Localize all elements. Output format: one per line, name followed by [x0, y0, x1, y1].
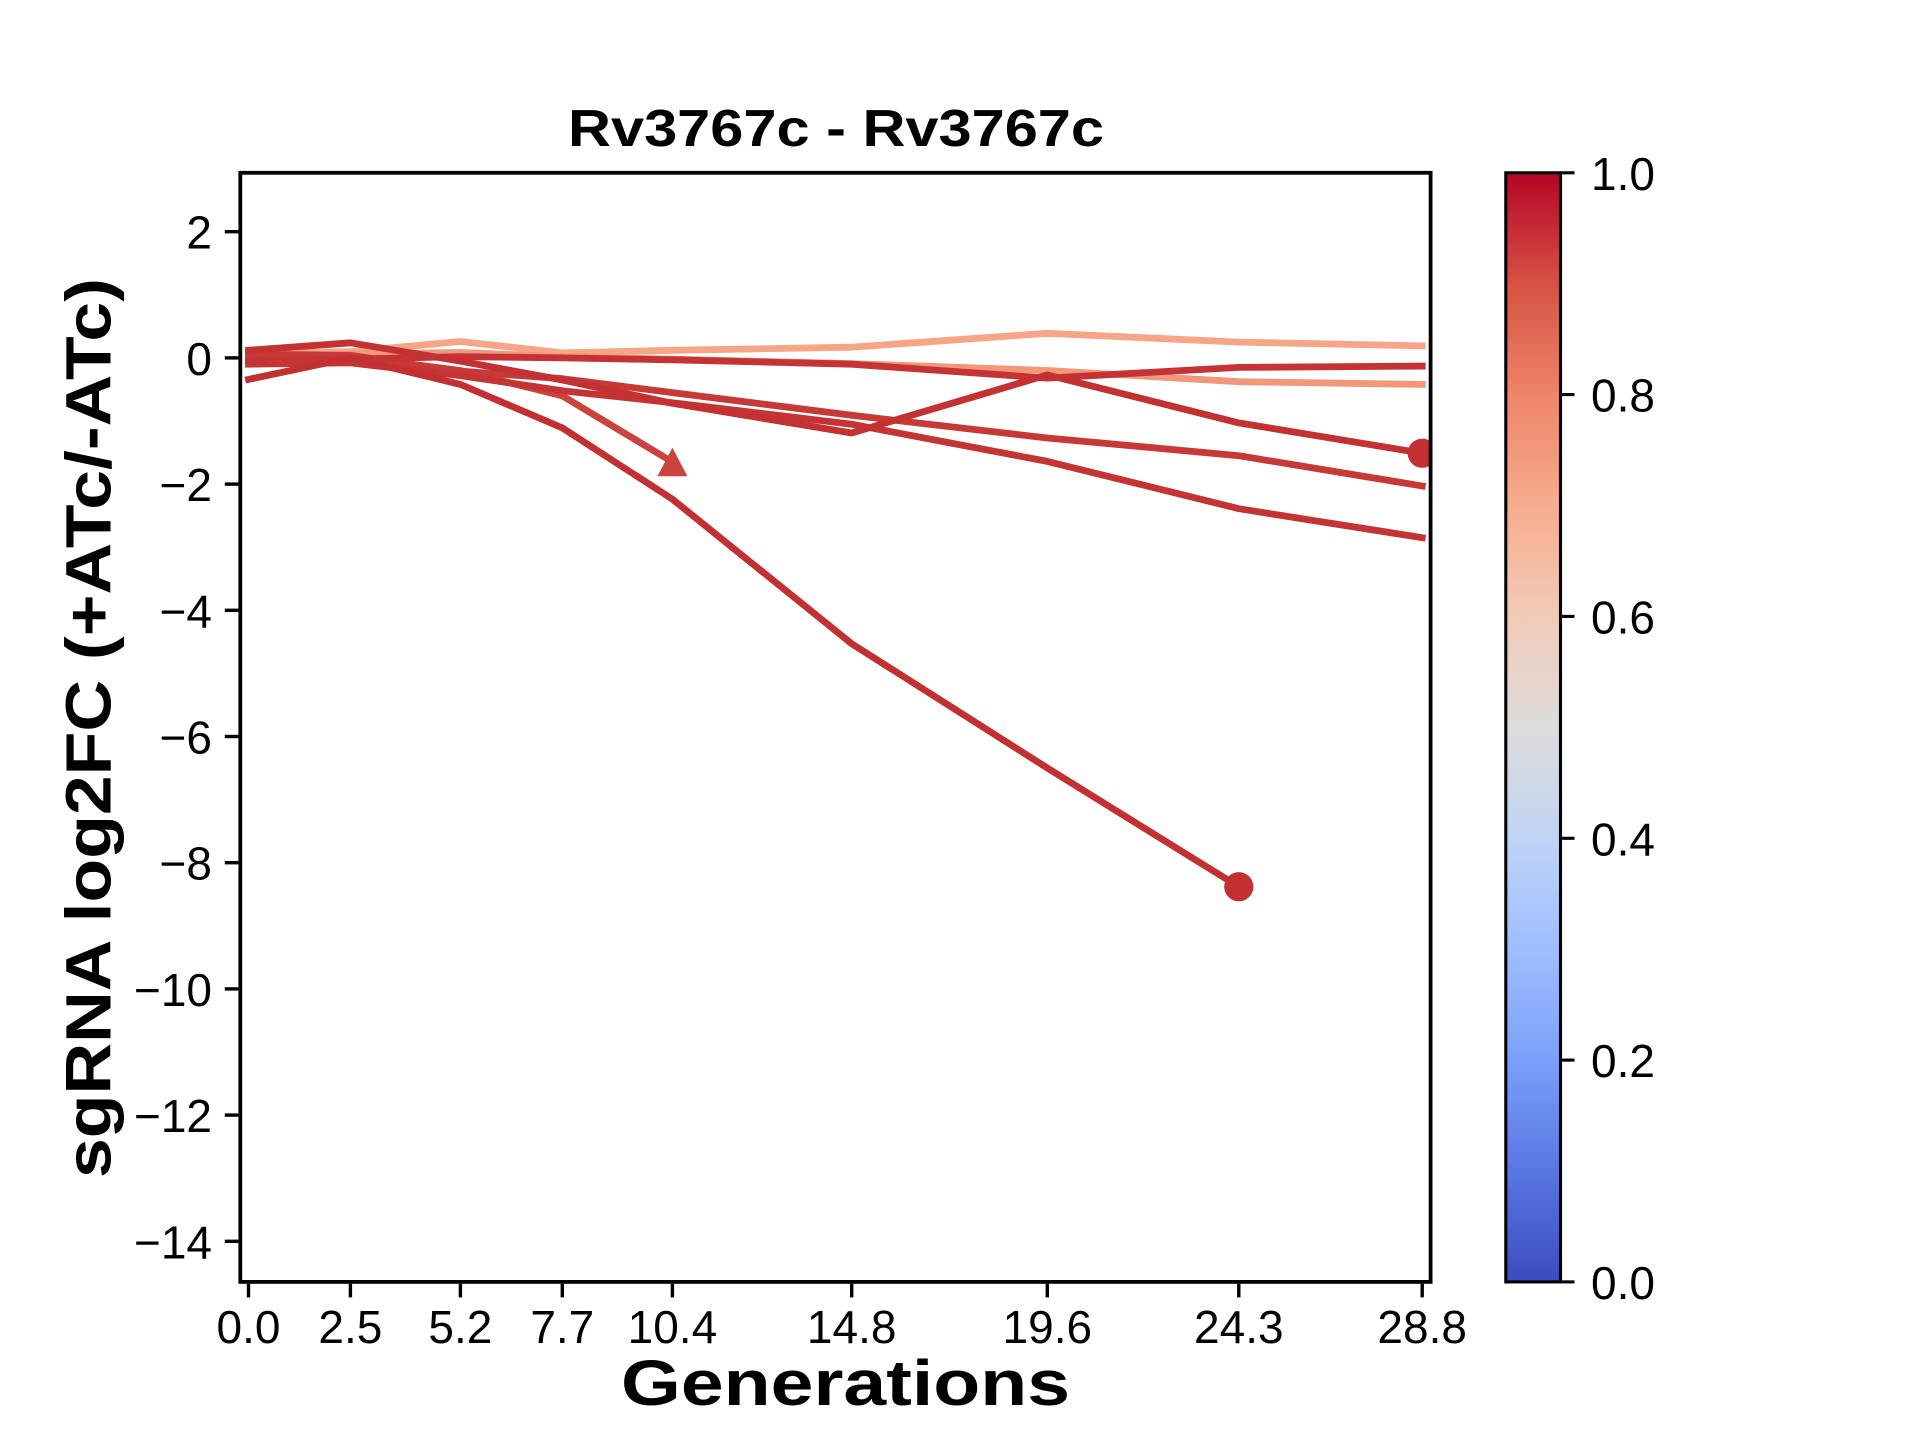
svg-text:0: 0 [186, 333, 212, 385]
svg-text:19.6: 19.6 [1003, 1301, 1093, 1353]
svg-text:24.3: 24.3 [1194, 1301, 1284, 1353]
svg-text:0.4: 0.4 [1591, 813, 1655, 865]
svg-text:−4: −4 [160, 585, 212, 637]
svg-text:0.0: 0.0 [1591, 1257, 1655, 1309]
svg-text:7.7: 7.7 [530, 1301, 594, 1353]
svg-text:−14: −14 [134, 1216, 212, 1268]
svg-text:sgRNA log2FC (+ATc/-ATc): sgRNA log2FC (+ATc/-ATc) [53, 278, 125, 1178]
svg-text:0.0: 0.0 [217, 1301, 281, 1353]
svg-text:0.2: 0.2 [1591, 1035, 1655, 1087]
svg-text:28.8: 28.8 [1377, 1301, 1467, 1353]
svg-text:2: 2 [186, 207, 212, 259]
svg-text:0.6: 0.6 [1591, 591, 1655, 643]
svg-text:−10: −10 [134, 964, 212, 1016]
svg-text:0.8: 0.8 [1591, 370, 1655, 422]
svg-text:14.8: 14.8 [807, 1301, 897, 1353]
svg-text:Rv3767c - Rv3767c: Rv3767c - Rv3767c [568, 100, 1104, 158]
svg-text:−12: −12 [134, 1090, 212, 1142]
svg-text:Generations: Generations [621, 1347, 1070, 1419]
svg-text:1.0: 1.0 [1591, 148, 1655, 200]
svg-text:−8: −8 [160, 838, 212, 890]
svg-text:5.2: 5.2 [428, 1301, 492, 1353]
svg-text:10.4: 10.4 [628, 1301, 718, 1353]
svg-text:2.5: 2.5 [318, 1301, 382, 1353]
svg-text:−2: −2 [160, 459, 212, 511]
svg-text:−6: −6 [160, 712, 212, 764]
